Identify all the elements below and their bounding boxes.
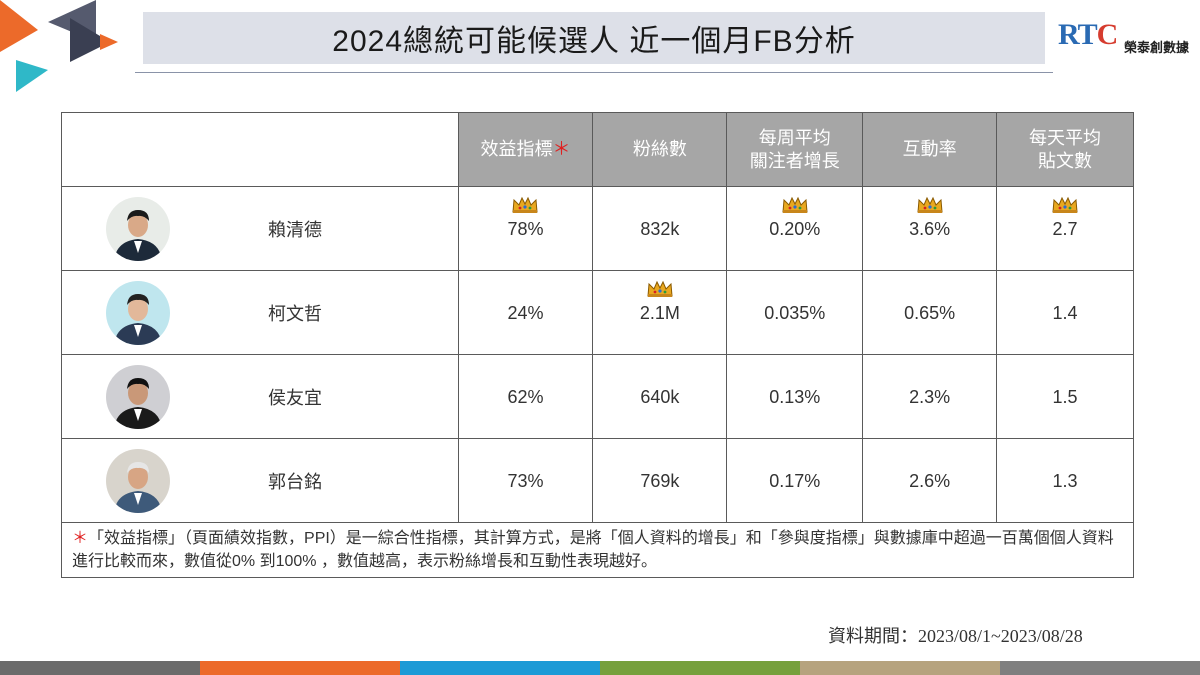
candidate-avatar [106,364,170,429]
candidate-avatar [106,196,170,261]
crown-icon [1051,196,1079,214]
cell-growth: 0.13% [726,354,864,439]
cell-posts: 1.3 [996,438,1134,523]
metric-value: 2.1M [639,303,680,323]
ppi-footnote: ＊「效益指標」（頁面績效指數，PPI）是一綜合性指標，其計算方式，是將「個人資料… [61,522,1134,578]
metric-value: 3.6% [909,219,951,239]
cell-ppi: 78% [457,186,594,271]
metric-value: 78% [507,219,544,239]
cell-fans: 832k [592,186,728,271]
company-logo: RTC 榮泰創數據 [1058,18,1198,58]
metric-value: 1.4 [1052,303,1078,323]
candidate-cell: 柯文哲 [61,270,459,355]
metric-value: 769k [640,471,680,491]
metric-value: 1.5 [1052,387,1078,407]
cell-growth: 0.035% [726,270,864,355]
metric-value: 640k [640,387,680,407]
header-fans: 粉絲數 [592,112,728,187]
color-stripe [600,661,800,675]
cell-engagement: 0.65% [862,270,998,355]
cell-fans: 769k [592,438,728,523]
crown-icon [781,196,809,214]
logo-mark: RTC [1058,18,1118,51]
color-stripe [400,661,600,675]
color-stripe [800,661,1000,675]
header-growth: 每周平均 關注者增長 [726,112,864,187]
color-stripe [200,661,400,675]
candidate-name: 郭台銘 [268,471,322,492]
metric-value: 0.13% [769,387,821,407]
header-posts: 每天平均 貼文數 [996,112,1134,187]
candidate-cell: 侯友宜 [61,354,459,439]
page-title: 2024總統可能候選人 近一個月FB分析 [143,12,1045,64]
header-engagement: 互動率 [862,112,998,187]
cell-posts: 1.5 [996,354,1134,439]
table-row: 柯文哲 24% 2.1M 0.035% 0.65% 1.4 [61,270,1134,355]
table-row: 賴清德 78% 832k 0.20% 3.6% 2.7 [61,186,1134,271]
cell-growth: 0.17% [726,438,864,523]
cell-posts: 2.7 [996,186,1134,271]
color-stripe [0,661,200,675]
candidate-cell: 郭台銘 [61,438,459,523]
metric-value: 0.035% [764,303,826,323]
metric-value: 0.17% [769,471,821,491]
cell-posts: 1.4 [996,270,1134,355]
metric-value: 73% [507,471,544,491]
crown-icon [646,280,674,298]
title-divider [135,72,1053,73]
metric-value: 1.3 [1052,471,1078,491]
cell-engagement: 2.3% [862,354,998,439]
metric-value: 0.65% [904,303,956,323]
footer-color-stripes [0,661,1200,675]
metric-value: 62% [507,387,544,407]
candidate-name: 侯友宜 [268,387,322,408]
cell-ppi: 62% [457,354,594,439]
table-row: 侯友宜 62% 640k 0.13% 2.3% 1.5 [61,354,1134,439]
crown-icon [511,196,539,214]
metric-value: 2.3% [909,387,951,407]
candidate-cell: 賴清德 [61,186,459,271]
crown-icon [916,196,944,214]
ppi-note-marker: ＊ [552,139,571,159]
candidate-avatar [106,448,170,513]
candidate-fb-table: 效益指標＊ 粉絲數 每周平均 關注者增長 互動率 每天平均 貼文數 賴清德 78% 83… [61,112,1134,523]
logo-name: 榮泰創數據 [1124,40,1190,55]
header-ppi: 效益指標＊ [457,112,594,187]
candidate-name: 賴清德 [268,219,322,240]
data-period: 資料期間：2023/08/1~2023/08/28 [828,626,1083,646]
cell-engagement: 2.6% [862,438,998,523]
color-stripe [1000,661,1200,675]
metric-value: 2.6% [909,471,951,491]
cell-ppi: 73% [457,438,594,523]
metric-value: 24% [507,303,544,323]
metric-value: 2.7 [1052,219,1078,239]
header-blank [61,112,459,187]
table-row: 郭台銘 73% 769k 0.17% 2.6% 1.3 [61,438,1134,523]
cell-growth: 0.20% [726,186,864,271]
cell-ppi: 24% [457,270,594,355]
table-header-row: 效益指標＊ 粉絲數 每周平均 關注者增長 互動率 每天平均 貼文數 [61,112,1134,187]
cell-fans: 640k [592,354,728,439]
cell-engagement: 3.6% [862,186,998,271]
decorative-triangles [0,0,118,92]
metric-value: 832k [640,219,680,239]
candidate-name: 柯文哲 [268,303,322,324]
candidate-avatar [106,280,170,345]
metric-value: 0.20% [769,219,821,239]
cell-fans: 2.1M [592,270,728,355]
